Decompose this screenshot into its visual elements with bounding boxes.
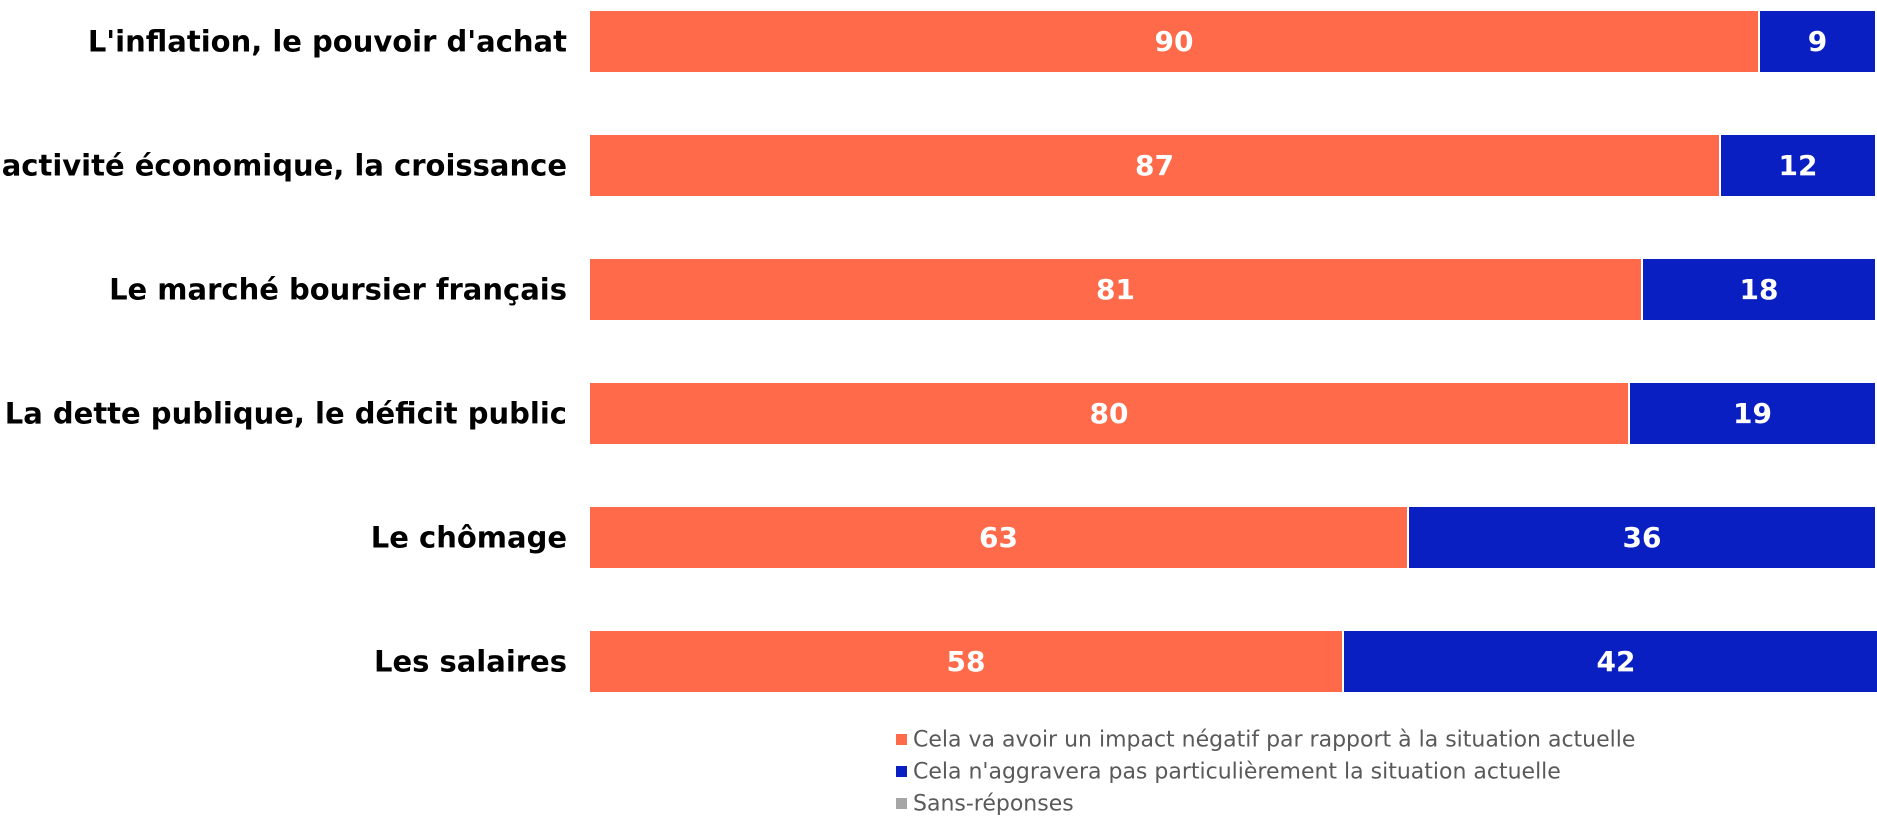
bar-segment-series-0 — [588, 629, 1344, 694]
bar-value-label: 36 — [1623, 521, 1662, 554]
category-labels-group: L'inflation, le pouvoir d'achat L'activit… — [0, 25, 567, 679]
bar-segment-series-1 — [1641, 257, 1877, 322]
bar-value-label: 81 — [1096, 273, 1135, 306]
bar-segment-series-1 — [1719, 133, 1877, 198]
bar-segment-series-1 — [1407, 505, 1877, 570]
bar-segment-series-0 — [588, 381, 1630, 446]
legend-swatch — [896, 798, 907, 809]
bar-segment-series-1 — [1342, 629, 1877, 694]
category-label: Le chômage — [371, 521, 567, 555]
legend-swatch — [896, 734, 907, 745]
bar-segment-series-0 — [588, 133, 1721, 198]
category-label: La dette publique, le déficit public — [5, 397, 567, 431]
bar-segment-series-1 — [1628, 381, 1877, 446]
category-label: Les salaires — [374, 645, 567, 679]
legend-label: Sans-réponses — [913, 792, 1074, 817]
bar-value-label: 18 — [1740, 273, 1779, 306]
bar-value-label: 87 — [1135, 149, 1174, 182]
bar-value-label: 19 — [1733, 397, 1772, 430]
category-label: L'activité économique, la croissance — [0, 149, 567, 183]
category-label: Le marché boursier français — [109, 273, 567, 307]
bar-segment-series-0 — [588, 9, 1760, 74]
bar-segment-series-1 — [1758, 9, 1877, 74]
category-label: L'inflation, le pouvoir d'achat — [88, 25, 567, 59]
legend-swatch — [896, 766, 907, 777]
bar-value-label: 42 — [1597, 645, 1636, 678]
value-labels-group: 90 9 87 12 81 18 80 19 63 36 58 42 — [947, 25, 1828, 678]
legend-label: Cela va avoir un impact négatif par rapp… — [913, 728, 1635, 753]
bar-value-label: 90 — [1155, 25, 1194, 58]
bars-group — [588, 9, 1877, 694]
bar-value-label: 12 — [1779, 149, 1818, 182]
bar-value-label: 9 — [1808, 25, 1827, 58]
legend-label: Cela n'aggravera pas particulièrement la… — [913, 760, 1561, 785]
bar-value-label: 63 — [979, 521, 1018, 554]
legend: Cela va avoir un impact négatif par rapp… — [896, 728, 1635, 817]
bar-segment-series-0 — [588, 257, 1643, 322]
bar-value-label: 58 — [947, 645, 986, 678]
bar-value-label: 80 — [1090, 397, 1129, 430]
